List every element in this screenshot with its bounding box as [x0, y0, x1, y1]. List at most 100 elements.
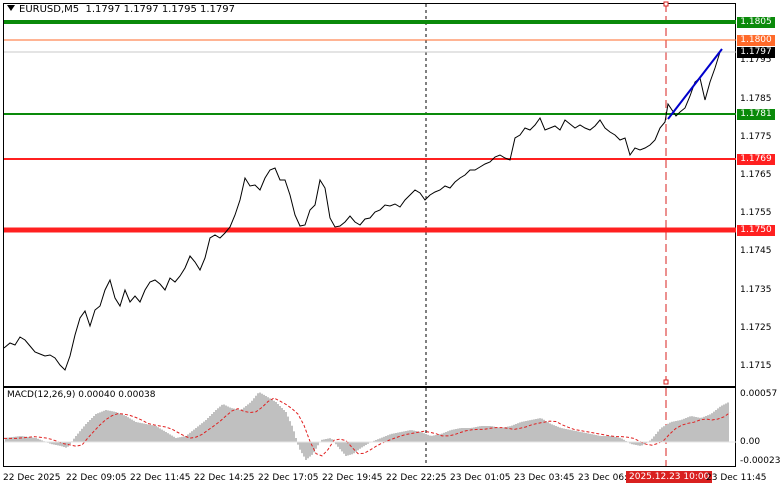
current-price-tag: 1.1797: [737, 47, 775, 58]
macd-histogram-bar: [663, 426, 665, 442]
macd-histogram-bar: [165, 432, 167, 442]
macd-histogram-bar: [267, 397, 269, 442]
macd-histogram-bar: [129, 418, 131, 442]
macd-histogram-bar: [533, 419, 535, 442]
price-axis-label: 1.1725: [740, 323, 772, 333]
macd-histogram-bar: [519, 422, 521, 442]
price-series-line: [3, 51, 721, 371]
macd-histogram-bar: [83, 426, 85, 442]
macd-histogram-bar: [399, 432, 401, 442]
macd-histogram-bar: [359, 442, 361, 449]
level-tag-1769: 1.1769: [737, 154, 775, 165]
macd-histogram-bar: [569, 429, 571, 442]
macd-histogram-bar: [33, 437, 35, 442]
macd-histogram-bar: [543, 419, 545, 442]
macd-histogram-bar: [431, 435, 433, 442]
macd-histogram-bar: [41, 440, 43, 442]
macd-histogram-bar: [89, 420, 91, 442]
time-marker-label[interactable]: 2025.12.23 10:00: [626, 471, 713, 483]
macd-histogram-bar: [411, 430, 413, 442]
macd-histogram-bar: [303, 442, 305, 457]
macd-histogram-bar: [299, 442, 301, 450]
macd-histogram-bar: [705, 416, 707, 442]
macd-histogram-bar: [511, 425, 513, 442]
macd-histogram-bar: [249, 402, 251, 442]
macd-histogram-bar: [135, 422, 137, 442]
macd-histogram-bar: [591, 434, 593, 442]
macd-histogram-bar: [245, 406, 247, 442]
price-chart-panel[interactable]: [3, 3, 736, 467]
macd-histogram-bar: [419, 431, 421, 442]
macd-histogram-bar: [715, 410, 717, 442]
macd-histogram-bar: [515, 424, 517, 442]
collapse-triangle-icon[interactable]: [7, 5, 15, 11]
macd-histogram-bar: [651, 438, 653, 442]
macd-histogram-bar: [123, 415, 125, 442]
macd-histogram-bar: [99, 412, 101, 442]
macd-histogram-bar: [657, 431, 659, 442]
macd-histogram-bar: [121, 414, 123, 442]
macd-histogram-bar: [425, 434, 427, 442]
symbol-label: EURUSD,M5: [19, 4, 80, 15]
macd-histogram-bar: [113, 411, 115, 442]
macd-histogram-bar: [109, 410, 111, 442]
macd-histogram-bar: [679, 420, 681, 442]
macd-histogram-bar: [377, 439, 379, 442]
macd-histogram-bar: [461, 428, 463, 442]
macd-histogram-bar: [231, 408, 233, 442]
macd-histogram-bar: [587, 433, 589, 442]
macd-histogram-bar: [495, 427, 497, 442]
macd-histogram-bar: [553, 425, 555, 442]
macd-histogram-bar: [711, 413, 713, 442]
macd-histogram-bar: [325, 439, 327, 442]
macd-histogram-bar: [445, 432, 447, 442]
macd-histogram-bar: [479, 426, 481, 442]
panel-separator[interactable]: [3, 386, 736, 388]
macd-histogram-bar: [255, 395, 257, 442]
macd-histogram-bar: [561, 428, 563, 442]
macd-histogram-bar: [151, 425, 153, 442]
macd-histogram-bar: [563, 428, 565, 442]
macd-histogram-bar: [283, 410, 285, 442]
macd-histogram-bar: [689, 416, 691, 442]
macd-histogram-bar: [667, 423, 669, 442]
macd-histogram-bar: [157, 427, 159, 442]
macd-histogram-bar: [449, 430, 451, 442]
macd-histogram-bar: [125, 416, 127, 442]
macd-histogram-bar: [185, 436, 187, 442]
macd-histogram-bar: [385, 436, 387, 442]
macd-histogram-bar: [365, 442, 367, 445]
macd-histogram-bar: [195, 428, 197, 442]
macd-histogram-bar: [17, 436, 19, 442]
macd-histogram-bar: [379, 438, 381, 442]
macd-histogram-bar: [673, 421, 675, 442]
macd-histogram-bar: [75, 436, 77, 442]
macd-histogram-bar: [631, 442, 633, 445]
macd-histogram-bar: [285, 412, 287, 442]
symbol-header: EURUSD,M5 1.1797 1.1797 1.1795 1.1797: [7, 4, 235, 15]
macd-histogram-bar: [559, 427, 561, 442]
time-axis-label: 22 Dec 09:05: [66, 473, 127, 483]
macd-histogram-bar: [313, 442, 315, 453]
macd-histogram-bar: [549, 423, 551, 442]
macd-histogram-bar: [391, 433, 393, 442]
time-axis-label: 22 Dec 19:45: [322, 473, 383, 483]
macd-histogram-bar: [639, 442, 641, 446]
macd-histogram-bar: [477, 426, 479, 442]
macd-histogram-bar: [85, 424, 87, 442]
macd-histogram-bar: [161, 429, 163, 442]
macd-histogram-bar: [517, 423, 519, 442]
macd-histogram-bar: [53, 442, 55, 445]
macd-histogram-bar: [259, 392, 261, 442]
macd-axis-label: 0.00: [740, 437, 761, 447]
macd-histogram-bar: [435, 435, 437, 442]
macd-histogram-bar: [471, 427, 473, 442]
macd-histogram-bar: [611, 436, 613, 442]
macd-histogram-bar: [331, 439, 333, 442]
macd-histogram-bar: [699, 417, 701, 442]
macd-histogram-bar: [403, 431, 405, 442]
macd-histogram-bar: [149, 424, 151, 442]
macd-histogram-bar: [467, 428, 469, 442]
macd-histogram-bar: [253, 398, 255, 442]
